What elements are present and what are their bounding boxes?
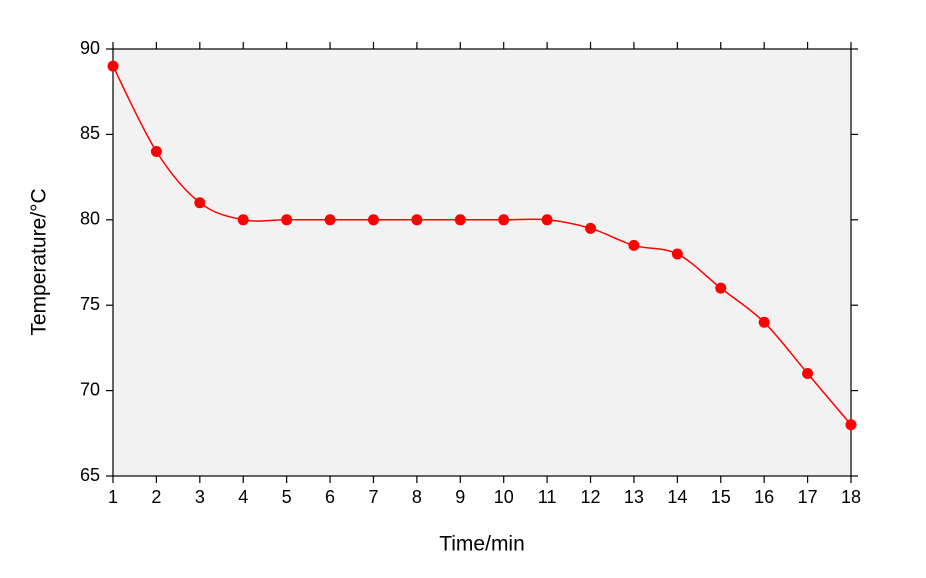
x-tick-label: 14: [667, 487, 687, 507]
y-axis-label: Temperature/°C: [28, 188, 51, 335]
x-tick-label: 16: [754, 487, 774, 507]
x-tick-label: 7: [368, 487, 378, 507]
plot-area: [112, 48, 852, 477]
marker: [367, 214, 379, 226]
x-tick-label: 3: [195, 487, 205, 507]
y-tick-label: 70: [80, 379, 100, 399]
marker: [715, 282, 727, 294]
marker: [498, 214, 510, 226]
x-tick-label: 6: [325, 487, 335, 507]
x-tick-label: 11: [538, 487, 557, 507]
x-tick-label: 4: [238, 487, 248, 507]
x-tick-label: 12: [581, 487, 601, 507]
x-tick-label: 10: [494, 487, 514, 507]
y-tick-label: 65: [80, 465, 100, 485]
x-tick-label: 17: [798, 487, 818, 507]
marker: [758, 316, 770, 328]
marker: [671, 248, 683, 260]
y-tick-label: 90: [80, 38, 100, 58]
marker: [454, 214, 466, 226]
y-tick-label: 85: [80, 123, 100, 143]
x-tick-label: 15: [711, 487, 731, 507]
marker: [845, 419, 857, 431]
x-tick-label: 13: [624, 487, 644, 507]
x-tick-label: 8: [412, 487, 422, 507]
x-tick-label: 2: [151, 487, 161, 507]
marker: [107, 60, 119, 72]
x-tick-label: 18: [841, 487, 861, 507]
marker: [541, 214, 553, 226]
marker: [237, 214, 249, 226]
marker: [802, 368, 814, 380]
marker: [150, 145, 162, 157]
marker: [324, 214, 336, 226]
y-tick-label: 80: [80, 209, 100, 229]
line: [112, 65, 852, 426]
x-tick-label: 5: [282, 487, 292, 507]
marker: [585, 222, 597, 234]
marker: [628, 239, 640, 251]
marker: [281, 214, 293, 226]
marker: [411, 214, 423, 226]
y-tick-label: 75: [80, 294, 100, 314]
x-tick-label: 1: [108, 487, 118, 507]
x-tick-label: 9: [455, 487, 465, 507]
marker: [194, 197, 206, 209]
x-axis-label: Time/min: [439, 533, 525, 556]
